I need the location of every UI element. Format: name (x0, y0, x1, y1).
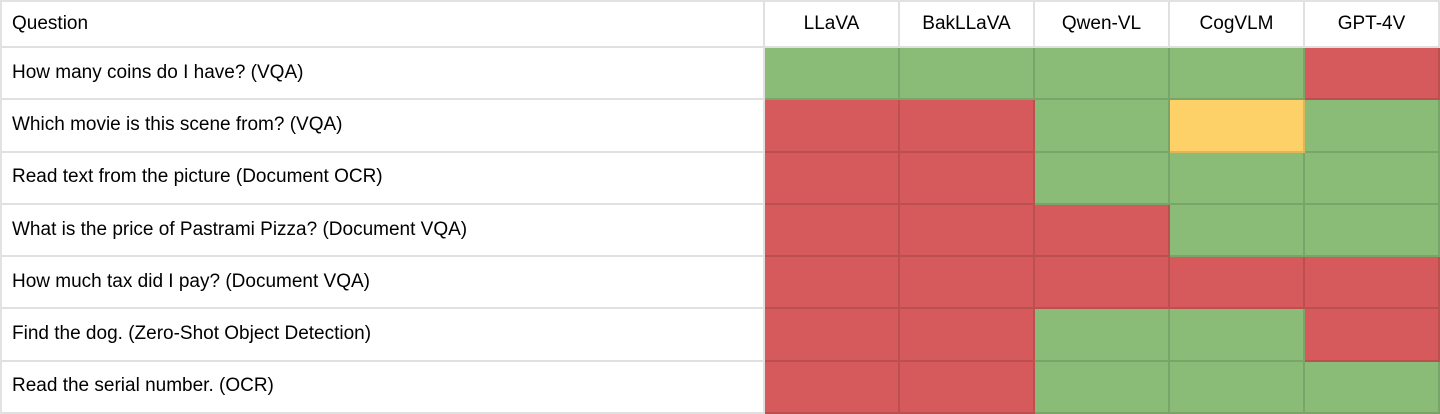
table-row: What is the price of Pastrami Pizza? (Do… (2, 204, 1440, 258)
question-cell: Which movie is this scene from? (VQA) (2, 100, 765, 153)
result-cell-fail (900, 257, 1035, 310)
question-cell: How much tax did I pay? (Document VQA) (2, 257, 765, 310)
result-cell-fail (900, 361, 1035, 414)
result-cell-fail (1035, 257, 1170, 310)
result-cell-pass (1170, 361, 1305, 414)
result-cell-pass (765, 48, 900, 101)
result-cell-fail (765, 309, 900, 362)
column-header-bakllava: BakLLaVA (900, 2, 1035, 48)
result-cell-pass (1305, 100, 1440, 153)
column-header-gpt-4v: GPT-4V (1305, 2, 1440, 48)
column-header-llava: LLaVA (765, 2, 900, 48)
result-cell-pass (1035, 361, 1170, 414)
result-cell-fail (900, 100, 1035, 153)
table-header-row: Question LLaVA BakLLaVA Qwen-VL CogVLM GPT-4… (2, 2, 1440, 48)
question-cell: Find the dog. (Zero-Shot Object Detectio… (2, 309, 765, 362)
result-cell-pass (1305, 361, 1440, 414)
column-header-question: Question (2, 2, 765, 48)
result-cell-fail (765, 152, 900, 205)
result-cell-fail (1305, 48, 1440, 101)
result-cell-fail (900, 152, 1035, 205)
result-cell-fail (1170, 257, 1305, 310)
result-cell-partial (1170, 100, 1305, 153)
question-cell: How many coins do I have? (VQA) (2, 48, 765, 101)
result-cell-fail (1305, 309, 1440, 362)
result-cell-pass (1305, 152, 1440, 205)
result-cell-pass (1305, 204, 1440, 258)
result-cell-pass (1170, 152, 1305, 205)
result-cell-pass (1170, 309, 1305, 362)
question-cell: What is the price of Pastrami Pizza? (Do… (2, 204, 765, 258)
result-cell-fail (765, 361, 900, 414)
result-cell-fail (765, 204, 900, 258)
result-cell-fail (900, 309, 1035, 362)
result-cell-pass (1035, 152, 1170, 205)
result-cell-fail (1035, 204, 1170, 258)
table-row: Which movie is this scene from? (VQA) (2, 100, 1440, 153)
result-cell-pass (1035, 48, 1170, 101)
table-row: Read text from the picture (Document OCR… (2, 152, 1440, 205)
result-cell-pass (900, 48, 1035, 101)
result-cell-pass (1170, 204, 1305, 258)
result-cell-pass (1035, 100, 1170, 153)
question-cell: Read text from the picture (Document OCR… (2, 152, 765, 205)
result-cell-fail (900, 204, 1035, 258)
column-header-cogvlm: CogVLM (1170, 2, 1305, 48)
table-row: How many coins do I have? (VQA) (2, 48, 1440, 101)
table-row: Find the dog. (Zero-Shot Object Detectio… (2, 309, 1440, 362)
result-cell-fail (765, 100, 900, 153)
table-row: Read the serial number. (OCR) (2, 361, 1440, 414)
result-cell-fail (1305, 257, 1440, 310)
table-row: How much tax did I pay? (Document VQA) (2, 257, 1440, 310)
result-cell-pass (1170, 48, 1305, 101)
result-cell-pass (1035, 309, 1170, 362)
question-cell: Read the serial number. (OCR) (2, 361, 765, 414)
column-header-qwen-vl: Qwen-VL (1035, 2, 1170, 48)
result-cell-fail (765, 257, 900, 310)
